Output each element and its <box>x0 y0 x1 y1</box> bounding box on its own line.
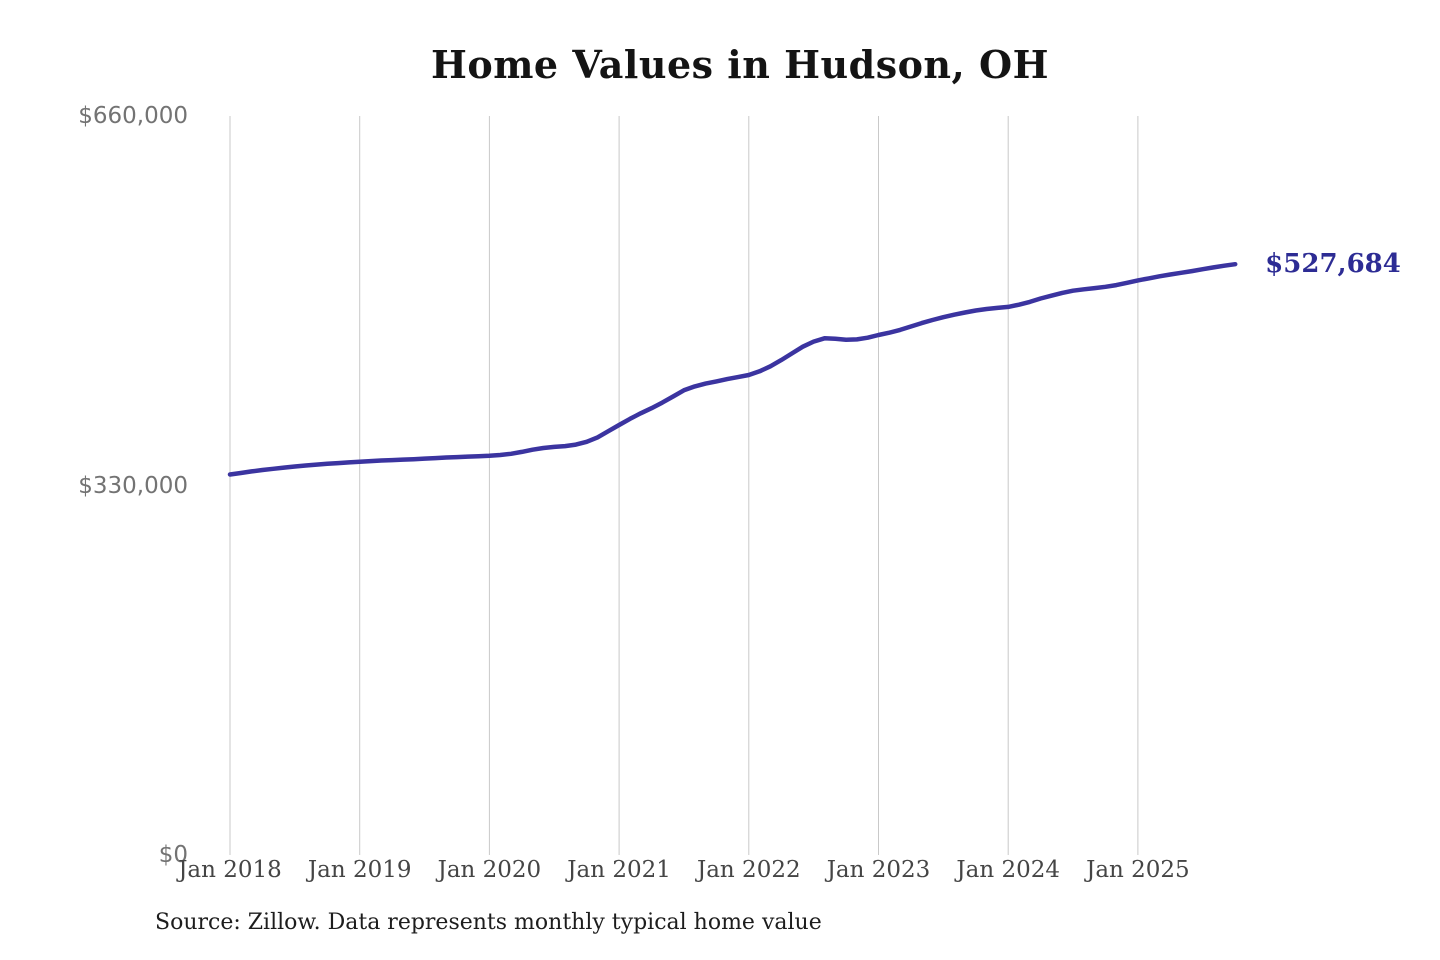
x-axis-tick-label: Jan 2023 <box>826 857 931 883</box>
source-note: Source: Zillow. Data represents monthly … <box>155 910 822 935</box>
home-value-line <box>227 261 1238 477</box>
x-axis-tick-label: Jan 2022 <box>697 857 801 883</box>
x-axis-tick-label: Jan 2024 <box>956 857 1060 883</box>
x-axis-tick-label: Jan 2021 <box>567 857 671 883</box>
gridlines-group <box>229 116 1139 855</box>
current-value-label: $527,684 <box>1265 249 1401 280</box>
x-axis-tick-label: Jan 2020 <box>437 857 542 883</box>
chart-title: Home Values in Hudson, OH <box>430 42 1050 87</box>
y-axis-tick-label: $0 <box>158 842 188 868</box>
x-axis-tick-label: Jan 2025 <box>1086 857 1190 883</box>
x-axis-tick-label: Jan 2019 <box>307 857 412 883</box>
y-axis-tick-label: $330,000 <box>78 472 188 499</box>
y-axis-tick-label: $660,000 <box>78 103 188 129</box>
x-axis-tick-label: Jan 2018 <box>178 857 282 883</box>
